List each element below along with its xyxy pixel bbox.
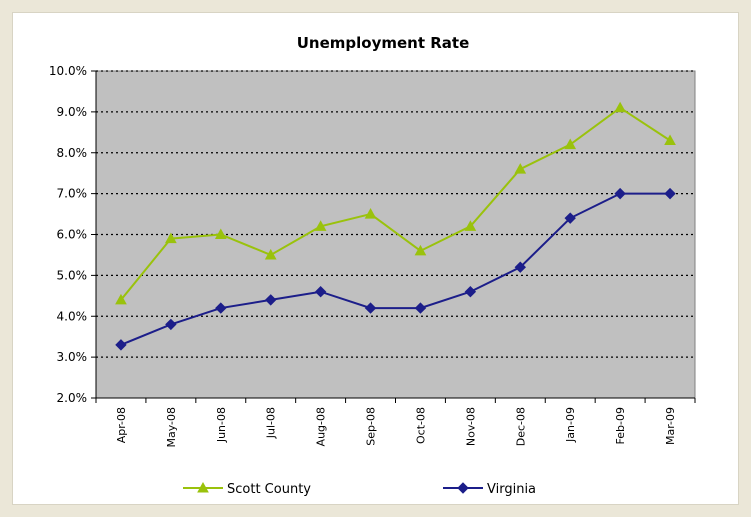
line-chart: Unemployment Rate 2.0% 3.0% 4.0% 5.0% 6.0% 7.… bbox=[49, 34, 696, 497]
y-tick-label: 10.0% bbox=[49, 64, 87, 78]
x-tick-label: Apr-08 bbox=[115, 407, 128, 443]
x-tick-label: Oct-08 bbox=[414, 407, 427, 444]
x-tick-label: Aug-08 bbox=[315, 407, 328, 446]
y-tick-label: 3.0% bbox=[57, 350, 88, 364]
x-tick-label: Jul-08 bbox=[265, 407, 278, 439]
data-point-triangle bbox=[514, 163, 527, 174]
x-tick-label: Mar-09 bbox=[664, 407, 677, 445]
data-point-diamond bbox=[314, 286, 327, 298]
series-line bbox=[120, 192, 671, 346]
data-point-diamond bbox=[614, 187, 626, 200]
data-point-diamond bbox=[664, 187, 676, 200]
legend-label: Scott County bbox=[227, 482, 311, 497]
x-tick-label: Jan-09 bbox=[564, 407, 577, 443]
data-point-triangle bbox=[115, 293, 127, 305]
data-point-triangle bbox=[464, 220, 477, 231]
y-tick-labels: 2.0% 3.0% 4.0% 5.0% 6.0% 7.0% 8.0% 9.0% 10.0% bbox=[49, 64, 87, 405]
data-point-diamond bbox=[115, 339, 127, 351]
data-point-triangle bbox=[664, 134, 676, 145]
y-tick-label: 4.0% bbox=[57, 309, 88, 323]
data-point-diamond bbox=[215, 302, 227, 314]
data-point-diamond bbox=[564, 212, 576, 224]
x-tick-label: May-08 bbox=[165, 407, 178, 448]
data-point-triangle bbox=[197, 481, 209, 493]
y-tick-label: 2.0% bbox=[57, 391, 88, 405]
series-lines bbox=[115, 101, 676, 351]
data-point-diamond bbox=[457, 482, 469, 494]
x-tick-label: Dec-08 bbox=[514, 407, 527, 446]
x-tick-label: Jun-08 bbox=[215, 407, 228, 443]
data-point-triangle bbox=[165, 232, 177, 244]
data-point-diamond bbox=[265, 294, 277, 306]
data-point-diamond bbox=[514, 261, 526, 273]
data-point-triangle bbox=[314, 220, 327, 231]
chart-frame: Unemployment Rate 2.0% 3.0% 4.0% 5.0% 6.0% 7.… bbox=[12, 12, 739, 505]
axes bbox=[91, 70, 696, 403]
x-tick-label: Sep-08 bbox=[365, 407, 378, 446]
data-point-triangle bbox=[614, 101, 626, 113]
y-tick-label: 8.0% bbox=[57, 146, 88, 160]
y-tick-label: 6.0% bbox=[57, 228, 88, 242]
data-point-diamond bbox=[464, 286, 477, 298]
data-point-triangle bbox=[264, 248, 277, 260]
x-tick-label: Feb-09 bbox=[614, 407, 627, 444]
data-point-diamond bbox=[165, 318, 177, 331]
data-point-triangle bbox=[364, 208, 377, 219]
legend: Scott County Virginia bbox=[183, 481, 536, 497]
data-point-triangle bbox=[214, 228, 227, 239]
data-point-triangle bbox=[414, 244, 427, 256]
series-line bbox=[120, 106, 671, 301]
y-tick-label: 9.0% bbox=[57, 105, 88, 119]
y-tick-label: 5.0% bbox=[57, 268, 88, 282]
x-tick-label: Nov-08 bbox=[464, 407, 477, 446]
legend-label: Virginia bbox=[487, 482, 536, 497]
x-tick-labels: Apr-08 May-08 Jun-08 Jul-08 Aug-08 Sep-08 Oct-… bbox=[115, 407, 677, 448]
chart-title: Unemployment Rate bbox=[297, 34, 470, 52]
data-point-diamond bbox=[414, 302, 427, 314]
y-tick-label: 7.0% bbox=[57, 187, 88, 201]
data-point-diamond bbox=[364, 302, 377, 314]
data-point-triangle bbox=[564, 138, 577, 150]
